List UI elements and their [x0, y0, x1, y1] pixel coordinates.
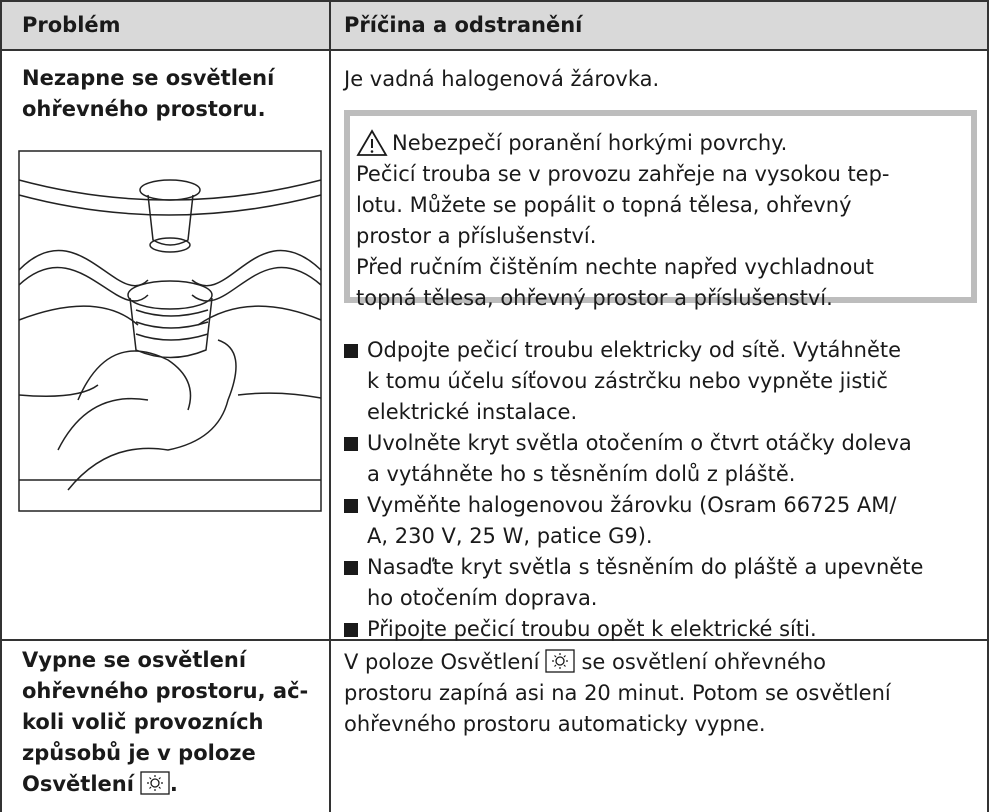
cause: ohřevného prostoru automaticky vypne. [344, 712, 766, 736]
warning-icon [356, 129, 388, 156]
problem: způsobů je v poloze [22, 741, 256, 765]
border [0, 639, 989, 641]
text: se osvětlení ohřevného [581, 650, 827, 674]
problem: koli volič provozních [22, 710, 264, 734]
warning-text: lotu. Můžete se popálit o topná tělesa, … [356, 193, 852, 217]
step-text: ho otočením doprava. [367, 586, 598, 610]
step-text: A, 230 V, 25 W, patice G9). [367, 524, 653, 548]
problem: Nezapne se osvětlení [22, 66, 275, 90]
border [987, 0, 989, 812]
warning-title: Nebezpečí poranění horkými povrchy. [392, 131, 788, 155]
bullet [344, 437, 358, 451]
warning-text: topná tělesa, ohřevný prostor a přísluše… [356, 286, 833, 310]
problem: ohřevného prostoru, ač- [22, 679, 309, 703]
border [0, 49, 989, 51]
step-text: Nasaďte kryt světla s těsněním do pláště… [367, 555, 924, 579]
step-text: Vyměňte halogenovou žárovku (Osram 66725… [367, 493, 897, 517]
step-text: Uvolněte kryt světla otočením o čtvrt ot… [367, 431, 912, 455]
cause: Je vadná halogenová žárovka. [344, 67, 660, 91]
text: V poloze Osvětlení [344, 650, 540, 674]
step-text: elektrické instalace. [367, 400, 578, 424]
header-cell: Problém [22, 13, 121, 37]
step-text: Připojte pečicí troubu opět k elektrické… [367, 617, 817, 641]
border [0, 0, 2, 812]
step-text: k tomu účelu síťovou zástrčku nebo vypně… [367, 369, 888, 393]
border [329, 0, 331, 812]
step-text: Odpojte pečicí troubu elektricky od sítě… [367, 338, 902, 362]
light-icon [545, 649, 576, 673]
illustration [18, 150, 322, 512]
bullet [344, 499, 358, 513]
bullet [344, 561, 358, 575]
cause: prostoru zapíná asi na 20 minut. Potom s… [344, 681, 891, 705]
light-icon [140, 771, 170, 795]
warning-text: Před ručním čištěním nechte napřed vychl… [356, 255, 874, 279]
warning-text: prostor a příslušenství. [356, 224, 597, 248]
problem: ohřevného prostoru. [22, 97, 266, 121]
bullet [344, 344, 358, 358]
step-text: a vytáhněte ho s těsněním dolů z pláště. [367, 462, 796, 486]
header-bg [0, 0, 989, 50]
warning-text: Pečicí trouba se v provozu zahřeje na vy… [356, 162, 890, 186]
cause: V poloze Osvětlení se osvětlení ohřevného [344, 647, 826, 678]
problem: Vypne se osvětlení [22, 648, 247, 672]
border [0, 0, 989, 2]
bullet [344, 623, 358, 637]
problem: Osvětlení. [22, 769, 178, 800]
text: . [169, 772, 178, 796]
warning-box [344, 110, 977, 303]
header-cell: Příčina a odstranění [344, 13, 583, 37]
text: Osvětlení [22, 772, 134, 796]
